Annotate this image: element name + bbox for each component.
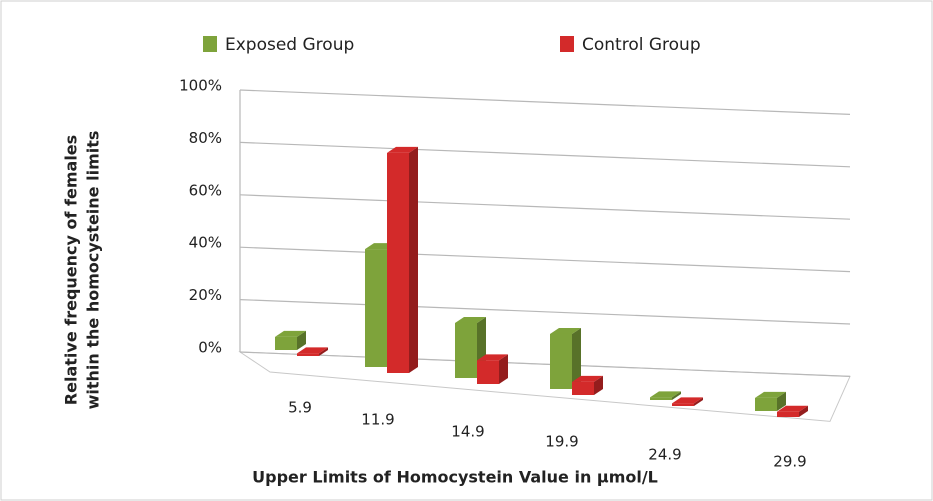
grid-line <box>239 299 851 325</box>
bar-side <box>594 375 603 395</box>
legend-swatch <box>203 36 217 52</box>
grid-line <box>239 141 851 168</box>
grid-line <box>239 89 851 115</box>
bar-top <box>387 146 418 153</box>
y-tick-label: 100% <box>179 77 222 95</box>
y-tick-label: 0% <box>198 339 222 357</box>
bar <box>550 333 572 389</box>
y-axis-title-line: within the homocysteine limits <box>84 131 103 410</box>
bar <box>650 397 672 400</box>
y-tick-label: 60% <box>189 181 222 199</box>
y-tick-label: 80% <box>189 129 222 147</box>
bar-top <box>777 405 808 412</box>
bar-top <box>275 330 306 337</box>
legend-label: Exposed Group <box>225 35 354 55</box>
bar <box>672 403 694 406</box>
bar-top <box>297 347 328 354</box>
legend-label: Control Group <box>582 35 701 55</box>
x-tick-label: 29.9 <box>773 453 806 471</box>
bar <box>365 249 387 367</box>
x-tick-label: 14.9 <box>451 423 484 441</box>
x-axis-title: Upper Limits of Homocystein Value in µmo… <box>252 468 658 487</box>
y-tick-label: 40% <box>189 234 222 252</box>
bar-side <box>694 397 703 406</box>
bar-side <box>319 347 328 356</box>
bar-side <box>572 327 581 389</box>
legend-swatch <box>560 36 574 52</box>
x-tick-label: 5.9 <box>288 399 312 417</box>
grid-line <box>239 246 851 273</box>
bar <box>297 353 319 356</box>
bar-top <box>755 391 786 398</box>
bar-top <box>477 354 508 361</box>
y-axis-title: Relative frequency of females within the… <box>62 131 103 410</box>
x-tick-label: 24.9 <box>648 446 681 464</box>
x-tick-label: 11.9 <box>361 411 394 429</box>
y-axis-title-line: Relative frequency of females <box>62 135 81 405</box>
bar-top <box>572 375 603 382</box>
grid-line <box>239 194 851 220</box>
bar-side <box>499 354 508 384</box>
grid-line <box>239 351 851 377</box>
bar <box>455 322 477 378</box>
bar-side <box>672 391 681 400</box>
bar-top <box>455 316 486 323</box>
y-tick-label: 20% <box>189 286 222 304</box>
x-tick-label: 19.9 <box>545 433 578 451</box>
bar <box>387 152 409 373</box>
bar <box>755 397 777 411</box>
bar-top <box>672 397 703 404</box>
bar <box>572 381 594 395</box>
bar-side <box>799 405 808 417</box>
bar <box>777 411 799 417</box>
bar-top <box>550 327 581 334</box>
bar-side <box>297 330 306 350</box>
bar-top <box>650 391 681 398</box>
bar <box>477 360 499 384</box>
bar-side <box>409 146 418 373</box>
bar-side <box>777 391 786 411</box>
bar <box>275 336 297 350</box>
